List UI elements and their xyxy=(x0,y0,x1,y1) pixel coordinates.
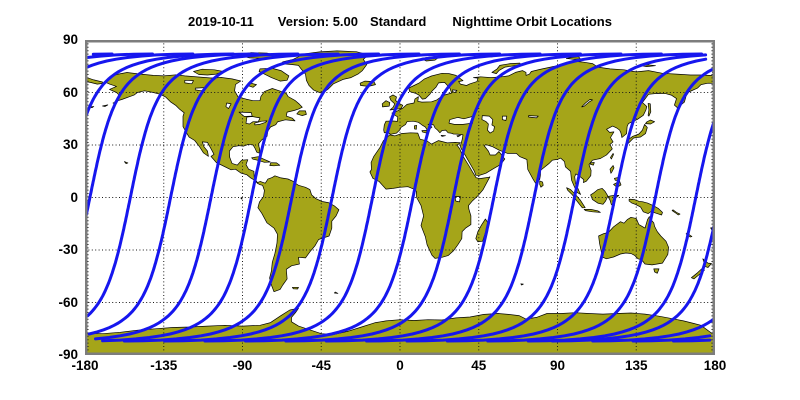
y-tick-label: 90 xyxy=(62,32,78,47)
landmass xyxy=(296,110,307,116)
lake xyxy=(225,102,232,109)
landmass xyxy=(440,135,446,137)
x-tick-label: 90 xyxy=(549,358,566,373)
landmass xyxy=(269,162,281,167)
landmass xyxy=(598,216,669,266)
landmass xyxy=(292,286,299,290)
landmass xyxy=(413,125,417,130)
x-tick-label: 45 xyxy=(471,358,487,373)
graticule xyxy=(85,40,715,355)
orbit-track xyxy=(85,52,715,343)
landmass xyxy=(609,165,615,174)
y-tick-label: 0 xyxy=(70,189,78,205)
world-map-plot xyxy=(85,40,715,355)
landmass xyxy=(583,209,601,213)
title-date: 2019-10-11 xyxy=(188,14,254,29)
x-tick-label: -135 xyxy=(150,358,178,373)
y-tick-label: -30 xyxy=(58,242,78,257)
orbit-track xyxy=(94,52,712,343)
lake xyxy=(184,79,194,85)
y-tick-label: -90 xyxy=(58,347,78,362)
lake xyxy=(481,115,495,134)
x-tick-label: 180 xyxy=(703,358,727,373)
orbit-track xyxy=(203,52,542,343)
orbit-track xyxy=(284,52,623,343)
orbit-track xyxy=(85,52,708,343)
lake xyxy=(452,89,458,93)
plot-title: 2019-10-11 Version: 5.00 Standard Nighttime… xyxy=(0,14,800,29)
orbit-tracks xyxy=(85,52,715,343)
x-tick-label: -45 xyxy=(311,358,331,373)
landmass xyxy=(280,50,369,94)
landmass xyxy=(539,180,544,188)
landmass xyxy=(590,188,609,205)
landmass xyxy=(645,119,655,125)
landmass xyxy=(520,283,524,286)
orbit-track xyxy=(365,52,704,343)
orbit-track xyxy=(101,52,421,343)
landmass xyxy=(671,209,681,216)
lake xyxy=(254,120,268,126)
plot-frame xyxy=(85,40,715,355)
orbit-track xyxy=(243,52,582,343)
y-tick-label: 30 xyxy=(62,137,78,152)
x-tick-label: 0 xyxy=(396,358,404,373)
landmass xyxy=(628,198,663,216)
orbit-track xyxy=(86,52,715,343)
landmass xyxy=(653,268,660,274)
orbit-track xyxy=(122,52,461,343)
landmass xyxy=(590,162,595,166)
title-product: Nighttime Orbit Locations xyxy=(452,14,612,29)
x-tick-label: -180 xyxy=(71,358,99,373)
y-tick-label: 60 xyxy=(62,84,78,100)
landmass xyxy=(102,104,109,107)
orbit-track xyxy=(163,52,502,343)
orbit-track xyxy=(324,52,663,343)
landmass xyxy=(565,56,581,60)
lake xyxy=(502,115,508,121)
landmass xyxy=(124,161,129,165)
landmass xyxy=(334,291,339,294)
landmass xyxy=(647,103,652,117)
x-tick-label: -90 xyxy=(232,358,253,373)
title-version: Version: 5.00 xyxy=(277,14,359,29)
lake xyxy=(245,116,261,125)
orbit-track xyxy=(85,52,714,343)
y-tick-label: -60 xyxy=(58,294,78,310)
landmass xyxy=(610,153,614,160)
orbit-track xyxy=(85,52,715,343)
landmass xyxy=(456,135,461,138)
x-tick-label: 135 xyxy=(624,358,648,373)
landmass xyxy=(381,100,391,108)
title-mode: Standard xyxy=(370,14,427,29)
lake xyxy=(581,99,593,108)
lake xyxy=(528,115,539,119)
landmass xyxy=(105,72,340,293)
